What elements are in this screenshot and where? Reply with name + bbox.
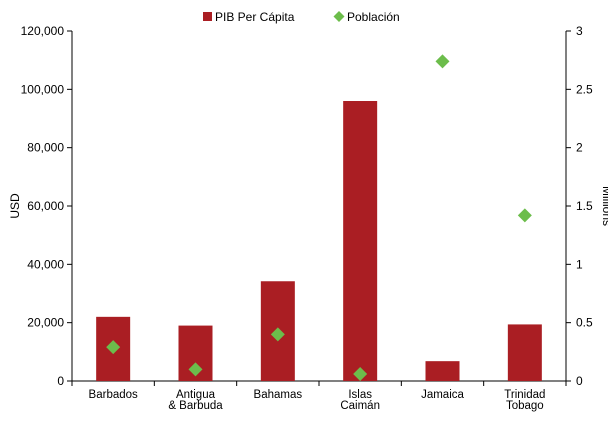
y2-tick-label: 0.5 (576, 316, 593, 330)
y2-tick-label: 2.5 (576, 82, 593, 96)
category-labels: Barbados Antigua & Barbuda Bahamas Islas Caim… (89, 389, 546, 412)
bar-pib (425, 361, 460, 381)
bars (96, 101, 542, 381)
marker-poblacion (435, 54, 450, 69)
bar-pib (343, 101, 378, 381)
x-category-label-line: & Barbuda (168, 400, 223, 412)
x-category-label-line: Trinidad (504, 389, 545, 401)
x-category-label: Trinidad Tobago (504, 389, 545, 412)
marker-poblacion (517, 208, 532, 223)
legend-swatch-poblacion (333, 11, 345, 22)
x-category-label: Barbados (89, 389, 138, 401)
x-category-label-line: Barbados (89, 389, 138, 401)
bar-pib (507, 324, 542, 381)
marker-poblacion (188, 362, 203, 377)
x-category-label-line: Tobago (506, 400, 544, 412)
y-tick-label: 20,000 (27, 316, 64, 330)
legend-label-pib: PIB Per Cápita (215, 10, 295, 24)
x-category-label-line: Islas (348, 389, 372, 401)
y2-tick-label: 0 (576, 374, 583, 388)
markers (106, 54, 532, 381)
x-category-label-line: Antigua (176, 389, 216, 401)
x-category-label: Islas Caimán (340, 389, 380, 412)
y-tick-label: 80,000 (27, 141, 64, 155)
y2-tick-label: 3 (576, 24, 583, 38)
x-category-label-line: Jamaica (421, 389, 464, 401)
legend-swatch-pib (203, 12, 212, 21)
y-tick-label: 0 (57, 374, 64, 388)
axes: 0 20,000 40,000 60,000 80,000 100,000 120,000 0… (21, 24, 593, 388)
y-tick-label: 40,000 (27, 257, 64, 271)
marker-poblacion (353, 367, 368, 381)
x-category-label: Bahamas (254, 389, 303, 401)
y2-tick-label: 1 (576, 257, 583, 271)
y-tick-label: 60,000 (27, 199, 64, 213)
marker-poblacion (106, 340, 121, 355)
x-category-label-line: Caimán (340, 400, 380, 412)
x-category-label: Antigua & Barbuda (168, 389, 223, 412)
y2-axis-title: Millions (600, 186, 608, 226)
x-category-label-line: Bahamas (254, 389, 303, 401)
y-tick-label: 120,000 (21, 24, 65, 38)
y-axis-title: USD (8, 193, 22, 219)
legend: PIB Per Cápita Población (203, 10, 400, 24)
y2-tick-label: 2 (576, 141, 583, 155)
marker-poblacion (270, 327, 285, 342)
y2-tick-label: 1.5 (576, 199, 593, 213)
legend-label-poblacion: Población (347, 10, 400, 24)
x-category-label: Jamaica (421, 389, 464, 401)
y-tick-label: 100,000 (21, 82, 65, 96)
